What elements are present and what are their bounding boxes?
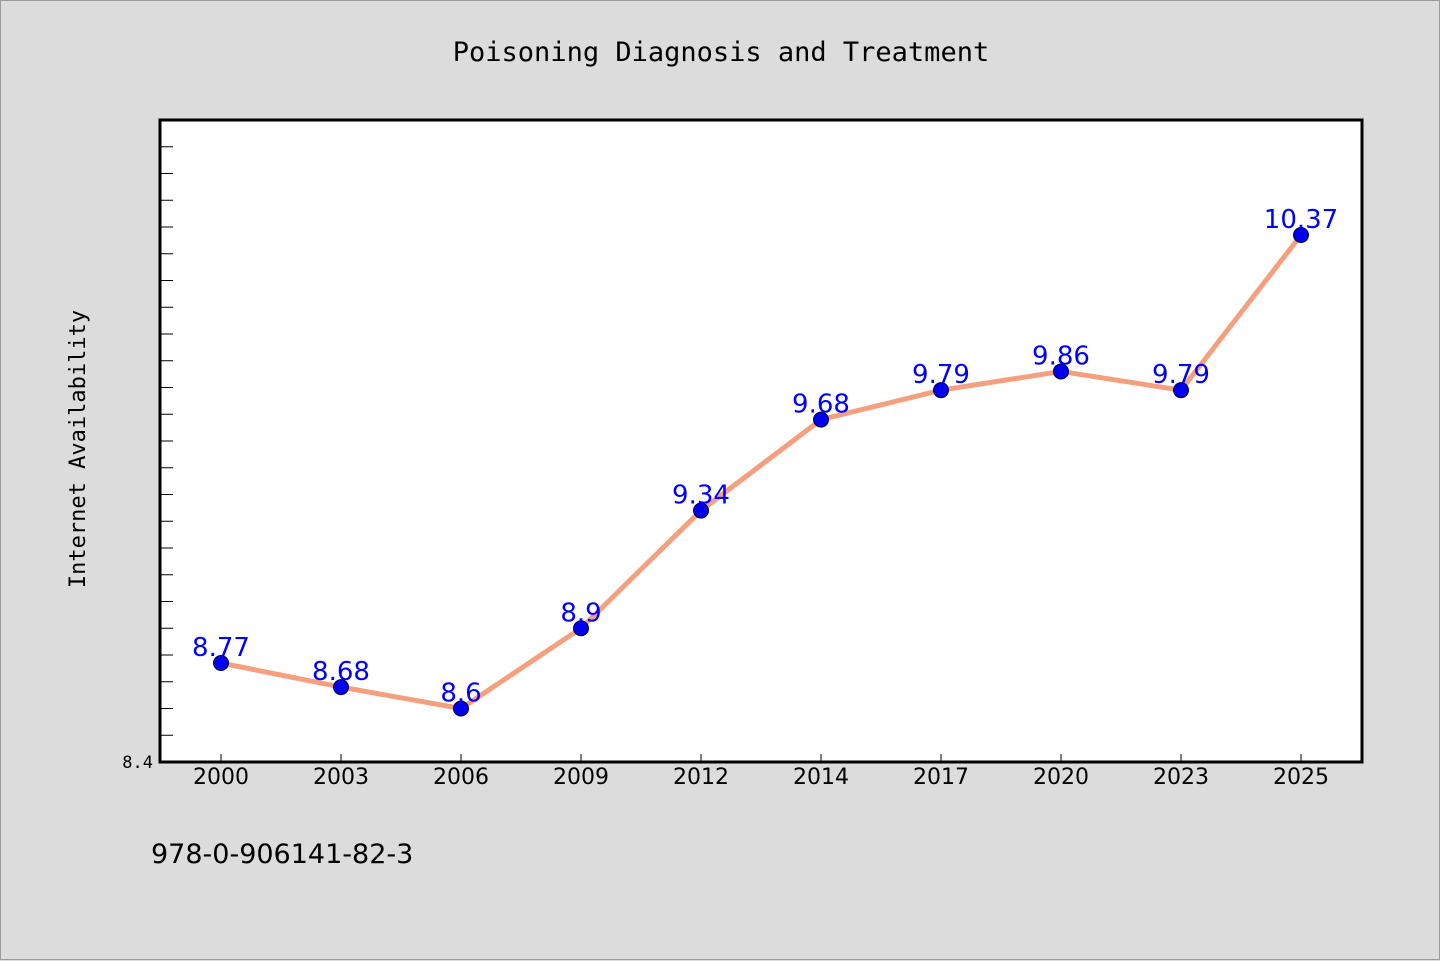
plot-area <box>158 118 1364 764</box>
data-label: 8.9 <box>560 598 601 628</box>
x-tick-label: 2006 <box>433 765 489 790</box>
data-point <box>1053 363 1069 380</box>
x-tick-label: 2017 <box>913 765 969 790</box>
x-tick-label: 2012 <box>673 765 729 790</box>
footer-code: 978-0-906141-82-3 <box>151 839 413 870</box>
data-label: 8.6 <box>440 679 481 709</box>
data-point <box>213 655 229 672</box>
data-points <box>213 227 1309 717</box>
y-tick-label: 8.4 <box>122 753 153 773</box>
data-point <box>333 679 349 696</box>
x-tick-label: 2009 <box>553 765 609 790</box>
data-point <box>573 620 589 637</box>
data-label: 9.68 <box>792 390 850 420</box>
y-axis-label: Internet Availability <box>66 310 91 588</box>
data-point <box>693 502 709 519</box>
series-line-group <box>218 232 1304 711</box>
data-label: 9.79 <box>912 360 970 390</box>
data-labels: 8.77 8.68 8.6 8.9 9.34 9.68 9.79 9.86 9.79 10.37 <box>192 205 1338 708</box>
data-label: 8.68 <box>312 657 370 687</box>
x-tick-label: 2023 <box>1153 765 1209 790</box>
data-point <box>933 382 949 399</box>
data-point <box>1293 227 1309 244</box>
data-label: 10.37 <box>1264 205 1338 235</box>
x-tick-label: 2020 <box>1033 765 1089 790</box>
x-tick-label: 2025 <box>1273 765 1329 790</box>
x-tick-label: 2003 <box>313 765 369 790</box>
data-point <box>453 700 469 717</box>
data-point <box>1173 382 1189 399</box>
x-axis-ticks: 2000 2003 2006 2009 2012 2014 2017 2020 2023 2025 <box>193 754 1329 790</box>
x-tick-label: 2000 <box>193 765 249 790</box>
data-point <box>813 411 829 428</box>
data-label: 9.79 <box>1152 360 1210 390</box>
data-label: 8.77 <box>192 633 250 663</box>
data-label: 9.86 <box>1032 341 1090 371</box>
series-line <box>218 232 1304 711</box>
chart-title: Poisoning Diagnosis and Treatment <box>453 37 989 68</box>
x-tick-label: 2014 <box>793 765 849 790</box>
y-axis-ticks: 8.4 <box>122 146 173 773</box>
data-label: 9.34 <box>672 481 730 511</box>
